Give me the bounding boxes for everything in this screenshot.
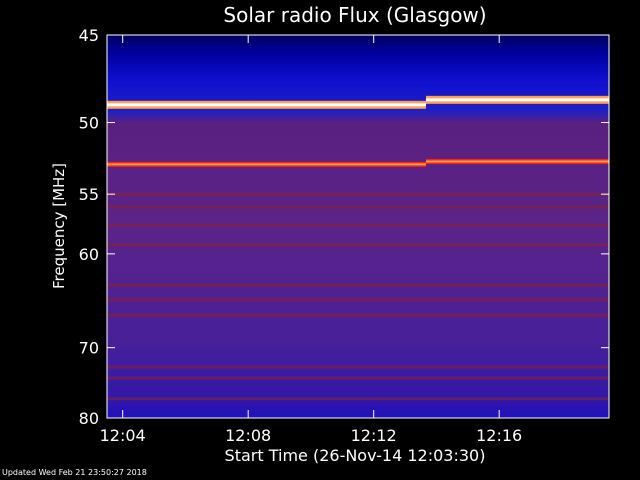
heatmap-layer (107, 95, 609, 401)
x-tick-label: 12:12 (351, 426, 397, 445)
y-tick-label: 55 (79, 185, 99, 204)
y-axis-label: Frequency [MHz] (50, 163, 68, 289)
y-axis: 45 50 55 60 70 80 (79, 26, 609, 428)
faint-band (107, 313, 609, 317)
faint-band (107, 365, 609, 369)
x-axis: 12:04 12:08 12:12 12:16 (100, 35, 522, 445)
chart-title: Solar radio Flux (Glasgow) (223, 3, 486, 27)
x-axis-label: Start Time (26-Nov-14 12:03:30) (225, 446, 486, 465)
faint-band (107, 283, 609, 287)
bright-band-core (425, 98, 609, 102)
y-tick-label: 80 (79, 409, 99, 428)
faint-band (107, 376, 609, 380)
bright-band-core (107, 163, 426, 166)
y-tick-label: 45 (79, 26, 99, 45)
bright-band-core (425, 160, 609, 163)
plot-frame (106, 34, 610, 419)
y-tick-label: 70 (79, 339, 99, 358)
faint-band (107, 192, 609, 196)
faint-band (107, 243, 609, 247)
faint-band (107, 205, 609, 209)
faint-band (107, 397, 609, 401)
x-tick-label: 12:04 (100, 426, 146, 445)
bright-band-core (107, 103, 426, 107)
x-tick-label: 12:16 (476, 426, 522, 445)
x-tick-label: 12:08 (225, 426, 271, 445)
faint-band (107, 298, 609, 302)
y-tick-label: 60 (79, 245, 99, 264)
y-tick-label: 50 (79, 114, 99, 133)
faint-band (107, 223, 609, 227)
updated-timestamp: Updated Wed Feb 21 23:50:27 2018 (2, 468, 147, 477)
